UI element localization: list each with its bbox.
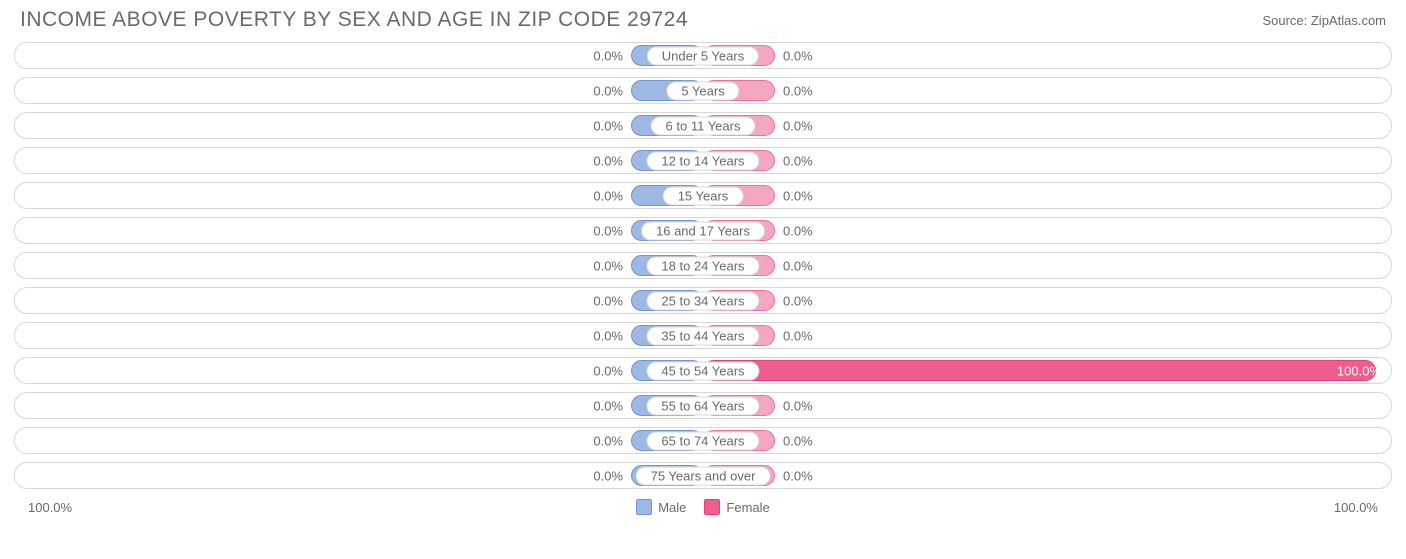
chart-row: 5 Years 0.0% 0.0% xyxy=(14,77,1392,104)
female-swatch-icon xyxy=(704,499,720,515)
chart-area: Under 5 Years 0.0% 0.0% 5 Years 0.0% 0.0% 6 to… xyxy=(0,36,1406,489)
age-category-label: 6 to 11 Years xyxy=(651,116,756,135)
female-value-label: 0.0% xyxy=(783,328,813,343)
male-value-label: 0.0% xyxy=(593,328,623,343)
chart-row: Under 5 Years 0.0% 0.0% xyxy=(14,42,1392,69)
chart-row: 12 to 14 Years 0.0% 0.0% xyxy=(14,147,1392,174)
male-value-label: 0.0% xyxy=(593,258,623,273)
male-value-label: 0.0% xyxy=(593,153,623,168)
age-category-label: 55 to 64 Years xyxy=(646,396,759,415)
legend-female-label: Female xyxy=(726,500,769,515)
age-category-label: 65 to 74 Years xyxy=(646,431,759,450)
age-category-label: 18 to 24 Years xyxy=(646,256,759,275)
chart-source: Source: ZipAtlas.com xyxy=(1262,13,1386,28)
legend-male-label: Male xyxy=(658,500,686,515)
chart-row: 15 Years 0.0% 0.0% xyxy=(14,182,1392,209)
female-value-label: 0.0% xyxy=(783,188,813,203)
chart-row: 16 and 17 Years 0.0% 0.0% xyxy=(14,217,1392,244)
age-category-label: 25 to 34 Years xyxy=(646,291,759,310)
female-value-label: 0.0% xyxy=(783,83,813,98)
axis-left-label: 100.0% xyxy=(28,500,72,515)
chart-title: INCOME ABOVE POVERTY BY SEX AND AGE IN Z… xyxy=(20,8,688,32)
female-value-label: 0.0% xyxy=(783,433,813,448)
male-value-label: 0.0% xyxy=(593,48,623,63)
female-value-label: 0.0% xyxy=(783,398,813,413)
female-value-label: 0.0% xyxy=(783,293,813,308)
female-value-label: 100.0% xyxy=(1337,363,1381,378)
female-value-label: 0.0% xyxy=(783,468,813,483)
age-category-label: 45 to 54 Years xyxy=(646,361,759,380)
chart-row: 45 to 54 Years 0.0% 100.0% xyxy=(14,357,1392,384)
male-value-label: 0.0% xyxy=(593,83,623,98)
female-value-label: 0.0% xyxy=(783,223,813,238)
female-value-label: 0.0% xyxy=(783,258,813,273)
chart-header: INCOME ABOVE POVERTY BY SEX AND AGE IN Z… xyxy=(0,0,1406,36)
chart-row: 75 Years and over 0.0% 0.0% xyxy=(14,462,1392,489)
chart-row: 18 to 24 Years 0.0% 0.0% xyxy=(14,252,1392,279)
male-swatch-icon xyxy=(636,499,652,515)
male-value-label: 0.0% xyxy=(593,433,623,448)
male-value-label: 0.0% xyxy=(593,188,623,203)
age-category-label: 12 to 14 Years xyxy=(646,151,759,170)
age-category-label: 15 Years xyxy=(663,186,744,205)
male-value-label: 0.0% xyxy=(593,223,623,238)
male-value-label: 0.0% xyxy=(593,398,623,413)
chart-row: 6 to 11 Years 0.0% 0.0% xyxy=(14,112,1392,139)
female-value-label: 0.0% xyxy=(783,153,813,168)
chart-row: 65 to 74 Years 0.0% 0.0% xyxy=(14,427,1392,454)
legend: Male Female xyxy=(636,499,770,515)
male-value-label: 0.0% xyxy=(593,468,623,483)
chart-footer: 100.0% Male Female 100.0% xyxy=(0,497,1406,515)
age-category-label: 16 and 17 Years xyxy=(641,221,765,240)
age-category-label: Under 5 Years xyxy=(647,46,759,65)
male-value-label: 0.0% xyxy=(593,118,623,133)
chart-row: 25 to 34 Years 0.0% 0.0% xyxy=(14,287,1392,314)
female-value-label: 0.0% xyxy=(783,118,813,133)
age-category-label: 75 Years and over xyxy=(636,466,771,485)
axis-right-label: 100.0% xyxy=(1334,500,1378,515)
legend-item-female: Female xyxy=(704,499,769,515)
age-category-label: 35 to 44 Years xyxy=(646,326,759,345)
age-category-label: 5 Years xyxy=(666,81,739,100)
male-value-label: 0.0% xyxy=(593,293,623,308)
legend-item-male: Male xyxy=(636,499,686,515)
chart-row: 55 to 64 Years 0.0% 0.0% xyxy=(14,392,1392,419)
chart-row: 35 to 44 Years 0.0% 0.0% xyxy=(14,322,1392,349)
female-bar xyxy=(703,360,1376,381)
male-value-label: 0.0% xyxy=(593,363,623,378)
female-value-label: 0.0% xyxy=(783,48,813,63)
